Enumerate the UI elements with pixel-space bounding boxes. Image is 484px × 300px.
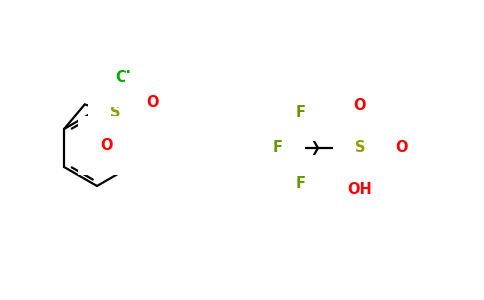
Text: O: O bbox=[354, 98, 366, 113]
Text: O: O bbox=[100, 138, 113, 153]
Text: O: O bbox=[396, 140, 408, 155]
Text: Cl: Cl bbox=[116, 70, 131, 85]
Text: F: F bbox=[273, 140, 283, 155]
Text: OH: OH bbox=[348, 182, 372, 197]
Text: F: F bbox=[296, 176, 306, 191]
Text: S: S bbox=[110, 105, 121, 120]
Text: O: O bbox=[147, 95, 159, 110]
Text: N: N bbox=[124, 122, 136, 136]
Text: F: F bbox=[296, 104, 306, 119]
Text: S: S bbox=[355, 140, 365, 155]
